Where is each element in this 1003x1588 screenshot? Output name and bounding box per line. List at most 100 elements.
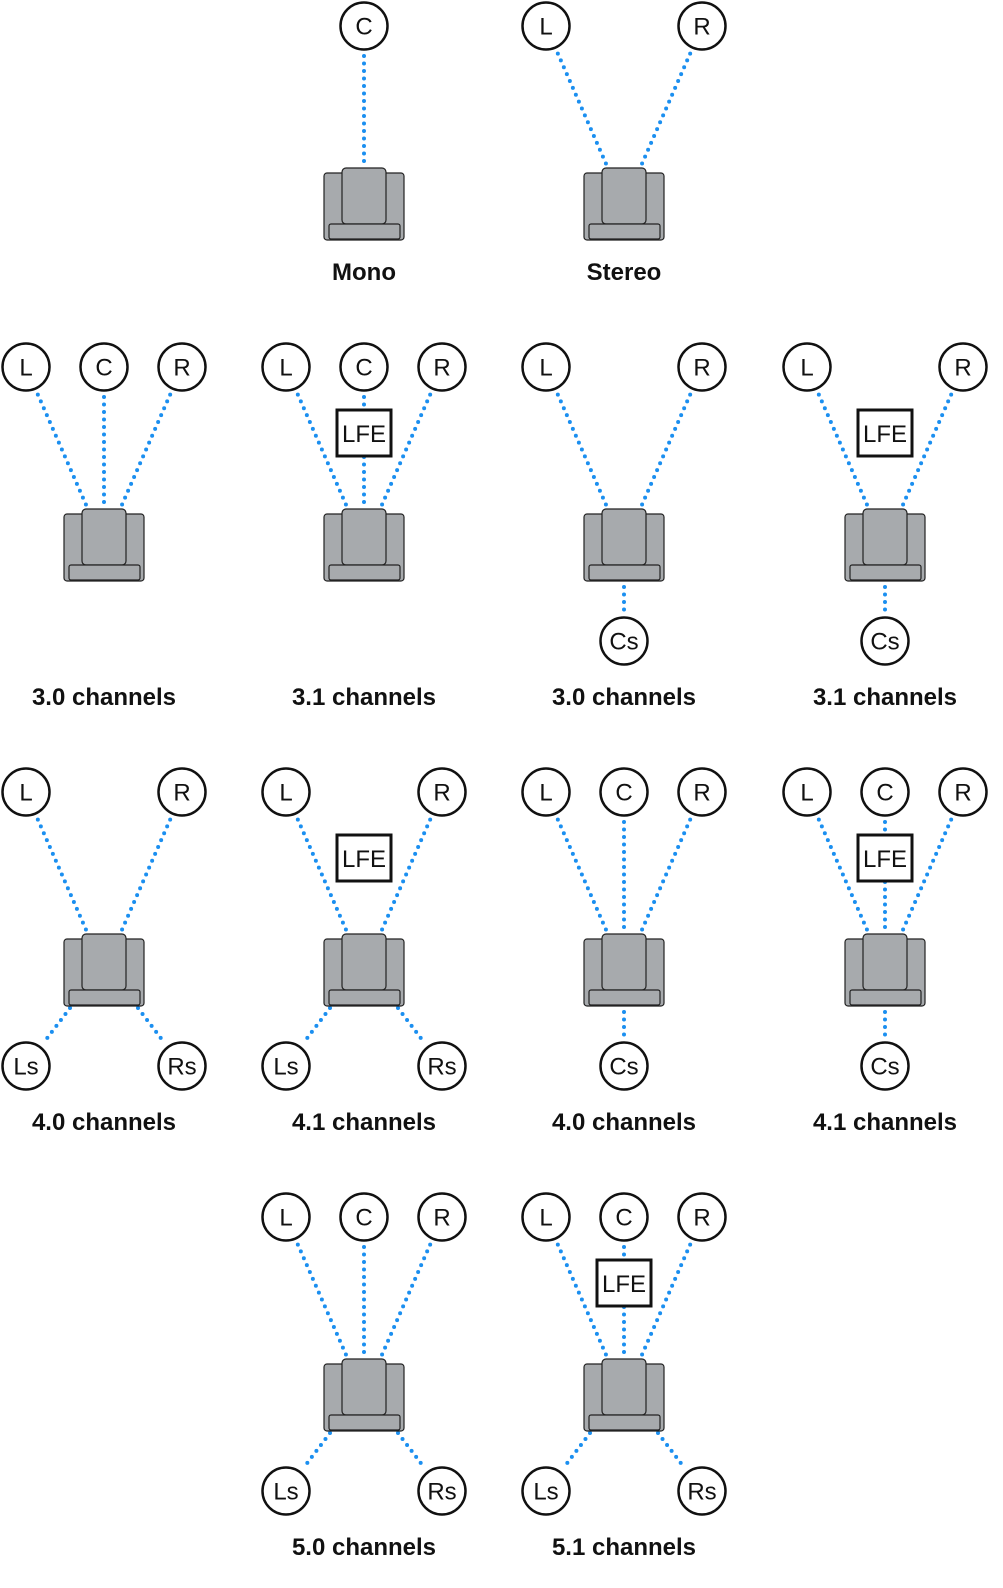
- speaker-label: R: [954, 780, 971, 807]
- speaker-label: L: [279, 780, 292, 807]
- dotted-signal-line: [900, 392, 954, 509]
- speaker-circle: [417, 1192, 467, 1242]
- speaker-label: L: [539, 355, 552, 382]
- chair-seat: [328, 989, 401, 1006]
- diagram-label: 4.0 channels: [32, 1109, 176, 1136]
- speaker-label: L: [19, 780, 32, 807]
- speaker-label: C: [355, 1205, 372, 1232]
- speaker-circle: [521, 342, 571, 392]
- armchair-icon: [323, 1358, 405, 1432]
- armchair-icon: [63, 508, 145, 582]
- speaker-label: Rs: [427, 1054, 456, 1081]
- dotted-signal-line: [301, 1006, 332, 1045]
- diagram-label: Stereo: [587, 259, 662, 286]
- speaker-label: Cs: [870, 1054, 899, 1081]
- speaker-label: R: [433, 355, 450, 382]
- speaker-circle: [599, 616, 649, 666]
- dotted-signal-line: [379, 392, 433, 509]
- speaker-label: C: [615, 1205, 632, 1232]
- dotted-signal-line: [639, 51, 693, 168]
- diagram-3-0-channels: L R Cs 3.0 channels: [521, 342, 727, 711]
- speaker-circle: [1, 342, 51, 392]
- speaker-circle: [261, 767, 311, 817]
- dotted-signal-line: [639, 392, 693, 509]
- speaker-label: C: [95, 355, 112, 382]
- chair-seat: [328, 223, 401, 240]
- speaker-circle: [339, 1192, 389, 1242]
- speaker-label: C: [876, 780, 893, 807]
- chair-seat: [588, 989, 661, 1006]
- lfe-label: LFE: [602, 1271, 646, 1298]
- diagram-3-0-channels: L C R 3.0 channels: [1, 342, 207, 711]
- armchair-icon: [323, 933, 405, 1007]
- dotted-signal-line: [656, 1431, 687, 1470]
- chair-seat: [68, 564, 141, 581]
- speaker-label: L: [279, 1205, 292, 1232]
- speaker-label: R: [693, 14, 710, 41]
- speaker-circle: [157, 767, 207, 817]
- diagram-stereo: L R Stereo: [521, 1, 727, 286]
- armchair-icon: [583, 508, 665, 582]
- speaker-circle: [521, 1192, 571, 1242]
- speaker-circle: [79, 342, 129, 392]
- speaker-label: Ls: [273, 1479, 298, 1506]
- diagram-3-1-channels: LFE L R Cs 3.1 channels: [782, 342, 988, 711]
- chair-back: [81, 508, 127, 566]
- speaker-label: L: [800, 780, 813, 807]
- speaker-circle: [521, 1466, 571, 1516]
- speaker-circle: [261, 1466, 311, 1516]
- dotted-signal-line: [35, 817, 89, 934]
- speaker-circle: [860, 616, 910, 666]
- speaker-circle: [677, 342, 727, 392]
- speaker-label: L: [539, 780, 552, 807]
- speaker-circle: [599, 1192, 649, 1242]
- armchair-icon: [323, 167, 405, 241]
- speaker-circle: [261, 342, 311, 392]
- armchair-icon: [844, 508, 926, 582]
- speaker-label: R: [693, 780, 710, 807]
- chair-back: [601, 167, 647, 225]
- speaker-label: Ls: [13, 1054, 38, 1081]
- speaker-circle: [677, 1192, 727, 1242]
- dotted-signal-line: [379, 817, 433, 934]
- speaker-circle: [417, 1466, 467, 1516]
- speaker-label: C: [355, 14, 372, 41]
- diagram-label: 3.0 channels: [552, 684, 696, 711]
- armchair-icon: [583, 1358, 665, 1432]
- diagram-3-1-channels: LFE L C R 3.1 channels: [261, 342, 467, 711]
- lfe-box: [335, 408, 393, 458]
- speaker-circle: [860, 1041, 910, 1091]
- speaker-circle: [782, 767, 832, 817]
- speaker-label: Cs: [870, 629, 899, 656]
- lfe-label: LFE: [342, 846, 386, 873]
- armchair-icon: [844, 933, 926, 1007]
- speaker-label: R: [433, 1205, 450, 1232]
- speaker-circle: [599, 1041, 649, 1091]
- lfe-box: [595, 1258, 653, 1308]
- dotted-signal-line: [555, 817, 609, 934]
- dotted-signal-line: [119, 817, 173, 934]
- dotted-signal-line: [900, 817, 954, 934]
- speaker-label: L: [800, 355, 813, 382]
- chair-back: [341, 1358, 387, 1416]
- speaker-circle: [938, 342, 988, 392]
- dotted-signal-line: [301, 1431, 332, 1470]
- chair-back: [862, 933, 908, 991]
- dotted-signal-line: [119, 392, 173, 509]
- diagram-4-0-channels: L C R Cs 4.0 channels: [521, 767, 727, 1136]
- speaker-circle: [860, 767, 910, 817]
- dotted-signal-line: [396, 1431, 427, 1470]
- speaker-label: R: [954, 355, 971, 382]
- diagram-4-1-channels: LFE L C R Cs 4.1 channels: [782, 767, 988, 1136]
- chair-back: [601, 933, 647, 991]
- speaker-circle: [261, 1192, 311, 1242]
- chair-back: [341, 508, 387, 566]
- dotted-signal-line: [295, 817, 349, 934]
- speaker-circle: [261, 1041, 311, 1091]
- speaker-circle: [157, 342, 207, 392]
- speaker-circle: [157, 1041, 207, 1091]
- diagram-label: 4.1 channels: [292, 1109, 436, 1136]
- dotted-signal-line: [295, 392, 349, 509]
- diagram-label: 3.1 channels: [813, 684, 957, 711]
- dotted-signal-line: [816, 392, 870, 509]
